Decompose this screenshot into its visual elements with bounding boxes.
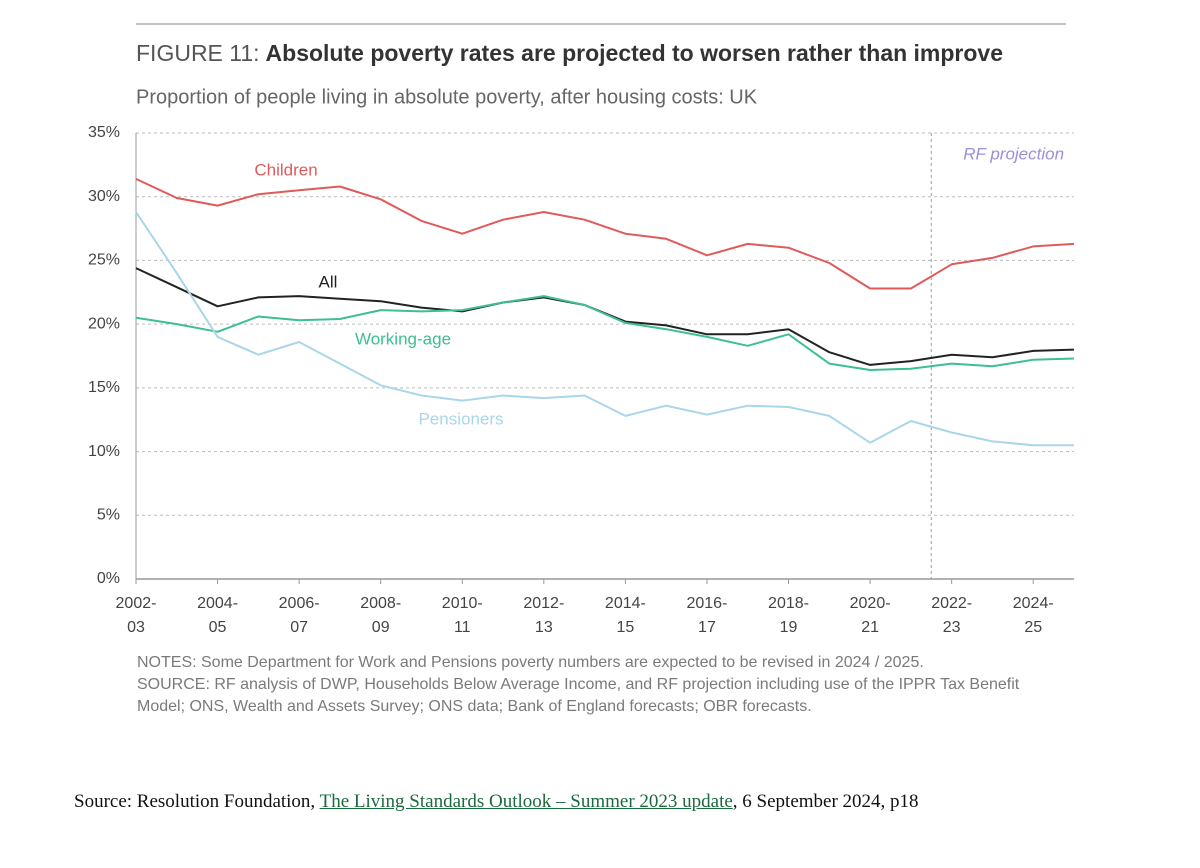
title-label: FIGURE 11:: [136, 40, 260, 66]
title-text: Absolute poverty rates are projected to …: [266, 40, 1003, 66]
notes: NOTES: Some Department for Work and Pens…: [137, 654, 924, 671]
x-tick-label: 2006-: [279, 595, 320, 612]
x-tick-label: 17: [698, 619, 716, 636]
x-tick-label: 21: [861, 619, 879, 636]
x-tick-label: 19: [780, 619, 798, 636]
series-line: [135, 295, 1075, 371]
x-tick-label: 2014-: [605, 595, 646, 612]
citation: Source: Resolution Foundation, The Livin…: [74, 786, 1054, 817]
x-tick-label: 13: [535, 619, 553, 636]
plot-area: 0% 5% 10% 15% 20% 25% 30% 35% 2002- 03 2004- 05 2006…: [88, 124, 1075, 636]
y-tick-label: 10%: [88, 443, 120, 460]
x-tick-label: 2020-: [850, 595, 891, 612]
x-tick-label: 25: [1024, 619, 1042, 636]
x-tick-label: 05: [209, 619, 227, 636]
x-tick-label: 09: [372, 619, 390, 636]
y-tick-label: 0%: [97, 570, 120, 587]
y-tick-label: 25%: [88, 252, 120, 269]
x-tick-label: 2008-: [360, 595, 401, 612]
y-tick-label: 15%: [88, 379, 120, 396]
chart: FIGURE 11: Absolute poverty rates are pro…: [88, 23, 1075, 636]
x-tick-label: 2022-: [931, 595, 972, 612]
chart-title: FIGURE 11: Absolute poverty rates are pro…: [136, 40, 1003, 66]
series-line: [135, 267, 1075, 366]
y-tick-label: 30%: [88, 188, 120, 205]
x-tick-label: 2002-: [116, 595, 157, 612]
notes-block: NOTES: Some Department for Work and Pens…: [137, 652, 1057, 718]
x-tick-label: 07: [290, 619, 308, 636]
citation-link[interactable]: The Living Standards Outlook – Summer 20…: [319, 791, 733, 812]
x-tick-label: 15: [616, 619, 634, 636]
series-label: Pensioners: [418, 409, 503, 428]
citation-suffix: , 6 September 2024, p18: [732, 791, 919, 812]
chart-subtitle: Proportion of people living in absolute …: [136, 86, 758, 108]
x-tick-label: 2024-: [1013, 595, 1054, 612]
x-tick-label: 2016-: [686, 595, 727, 612]
series-label: Children: [254, 160, 317, 179]
x-tick-label: 23: [943, 619, 961, 636]
projection-label: RF projection: [963, 144, 1064, 163]
series-label: All: [319, 272, 338, 291]
citation-prefix: Source: Resolution Foundation,: [74, 791, 320, 812]
x-tick-label: 2018-: [768, 595, 809, 612]
x-tick-label: 2004-: [197, 595, 238, 612]
y-tick-label: 5%: [97, 507, 120, 524]
series-line: [135, 211, 1074, 447]
y-tick-label: 20%: [88, 315, 120, 332]
x-tick-label: 11: [454, 619, 471, 636]
x-tick-label: 2010-: [442, 595, 483, 612]
series-line: [135, 177, 1075, 290]
source-note: SOURCE: RF analysis of DWP, Households B…: [137, 676, 1020, 715]
x-tick-label: 2012-: [523, 595, 564, 612]
series-label: Working-age: [355, 329, 451, 348]
y-tick-label: 35%: [88, 124, 120, 141]
x-tick-label: 03: [127, 619, 145, 636]
